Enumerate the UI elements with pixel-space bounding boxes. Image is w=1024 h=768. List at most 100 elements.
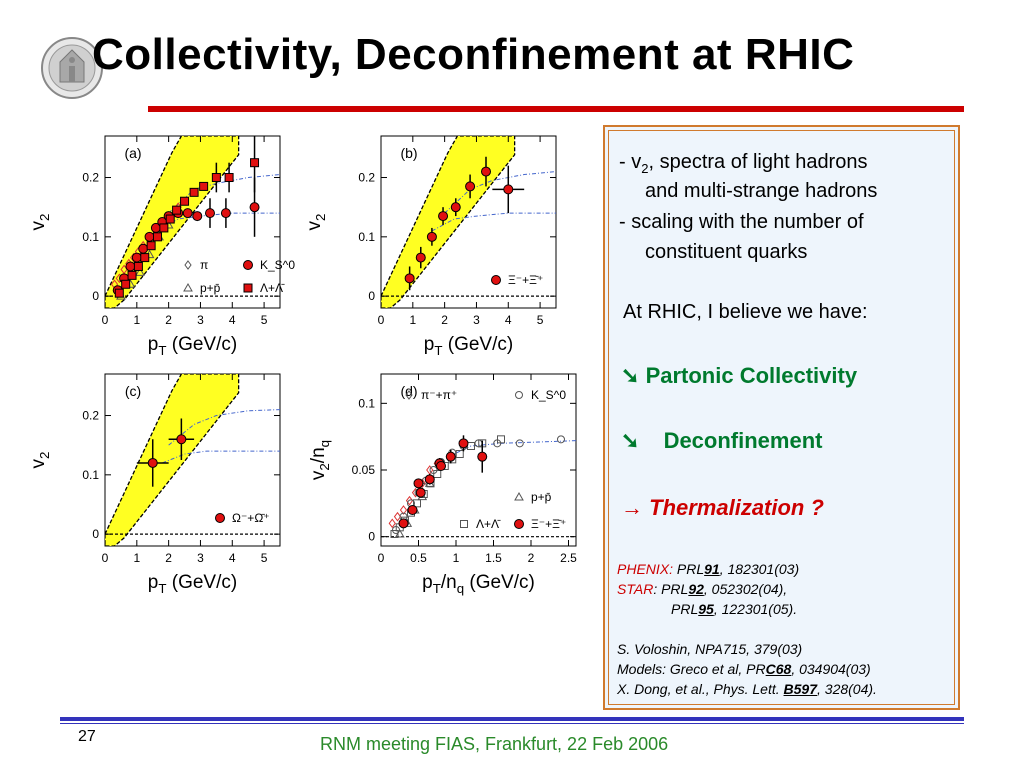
footer-rule-thin <box>60 723 964 724</box>
data-point <box>176 434 187 445</box>
belief-statement: At RHIC, I believe we have: <box>623 301 868 323</box>
x-tick-label: 2.5 <box>560 551 577 565</box>
hydro-band <box>105 374 240 546</box>
x-tick-label: 0 <box>378 551 385 565</box>
panel-label: (b) <box>400 145 417 161</box>
data-point <box>455 450 464 458</box>
x-tick-label: 3 <box>197 313 204 327</box>
series <box>136 418 195 487</box>
series <box>404 156 525 291</box>
data-point <box>438 211 449 222</box>
legend-label: Ξ⁻+Ξ̄⁺ <box>531 517 566 531</box>
y-tick-label: 0 <box>368 530 375 544</box>
legend-label: π⁻+π⁺ <box>421 388 457 402</box>
x-tick-label: 0.5 <box>410 551 427 565</box>
x-axis-label: pT/nq (GeV/c) <box>422 572 535 596</box>
plot-area <box>381 435 576 538</box>
model-curve <box>431 212 556 232</box>
data-point <box>192 211 203 222</box>
y-tick-label: 0.1 <box>358 230 375 244</box>
y-tick-label: 0.2 <box>82 171 99 185</box>
x-tick-label: 4 <box>505 313 512 327</box>
legend-label: Ξ⁻+Ξ̄⁺ <box>508 273 543 287</box>
data-point <box>491 275 501 285</box>
data-point <box>140 253 150 263</box>
ref-dong: X. Dong, et al., Phys. Lett. B597, 328(0… <box>617 681 877 697</box>
bullet-v2-line1: - v2, spectra of light hadrons <box>619 151 868 176</box>
data-point <box>458 438 469 449</box>
data-point <box>557 435 565 444</box>
x-tick-label: 1.5 <box>485 551 502 565</box>
data-point <box>180 196 190 206</box>
summary-box: - v2, spectra of light hadrons and multi… <box>603 125 960 710</box>
footer-text: RNM meeting FIAS, Frankfurt, 22 Feb 2006 <box>320 734 669 754</box>
model-curve <box>162 450 280 464</box>
chart-panel-d: 0 0.5 1 1.5 2 2.500.050.1(d)pT/nq (GeV/c)v2/n… <box>308 373 577 596</box>
ref-star-2: PRL95, 122301(05). <box>671 601 798 617</box>
data-point <box>159 223 169 233</box>
data-point <box>131 252 142 263</box>
series <box>114 136 260 298</box>
data-point <box>515 391 523 399</box>
slide-title: Collectivity, Deconfinement at RHIC <box>92 30 855 79</box>
data-point <box>388 518 396 529</box>
x-axis-label: pT (GeV/c) <box>148 334 237 358</box>
x-tick-label: 4 <box>229 551 236 565</box>
data-point <box>450 202 461 213</box>
legend-label: Λ+Λ̄ <box>260 281 285 295</box>
y-tick-label: 0 <box>92 527 99 541</box>
data-point <box>138 243 149 254</box>
ref-star: STAR: PRL92, 052302(04), <box>617 581 788 597</box>
item-partonic-collectivity: ➘ Partonic Collectivity <box>621 363 858 388</box>
x-tick-label: 1 <box>133 551 140 565</box>
plot-area <box>105 374 280 546</box>
data-point <box>144 231 155 242</box>
bullet-scaling-line1: - scaling with the number of <box>619 211 864 233</box>
data-point <box>390 530 399 538</box>
y-axis-label: v2 <box>306 214 328 231</box>
data-point <box>503 184 514 195</box>
data-point <box>153 232 162 242</box>
data-point <box>220 208 231 219</box>
x-tick-label: 2 <box>165 551 172 565</box>
legend-label: π <box>200 258 208 272</box>
x-tick-label: 2 <box>528 551 535 565</box>
y-tick-label: 0.1 <box>82 230 99 244</box>
data-point <box>404 273 415 284</box>
y-tick-label: 0.2 <box>358 171 375 185</box>
data-point <box>147 457 158 468</box>
bullet-scaling-line2: constituent quarks <box>645 241 808 263</box>
title-underline <box>148 106 964 112</box>
data-point <box>398 518 409 529</box>
series <box>413 461 446 489</box>
data-point <box>243 283 253 293</box>
model-curve <box>444 171 556 214</box>
x-tick-label: 5 <box>261 313 268 327</box>
data-point <box>224 173 234 183</box>
x-tick-label: 4 <box>229 313 236 327</box>
x-tick-label: 5 <box>261 551 268 565</box>
data-point <box>393 511 402 522</box>
legend-label: K_S^0 <box>260 258 295 272</box>
data-point <box>415 487 426 498</box>
bullet-v2-line2: and multi-strange hadrons <box>645 180 878 202</box>
x-axis-label: pT (GeV/c) <box>148 572 237 596</box>
arrow-down-right-icon: ➘ <box>621 428 640 453</box>
x-tick-label: 2 <box>441 313 448 327</box>
data-point <box>199 181 209 191</box>
data-point <box>211 173 221 183</box>
data-point <box>250 158 260 168</box>
footer-rule <box>60 717 964 721</box>
x-tick-label: 3 <box>473 313 480 327</box>
ref-voloshin: S. Voloshin, NPA715, 379(03) <box>617 641 803 657</box>
y-tick-label: 0.2 <box>82 409 99 423</box>
x-tick-label: 1 <box>453 551 460 565</box>
panel-label: (a) <box>124 145 141 161</box>
data-point <box>125 261 136 272</box>
x-tick-label: 2 <box>165 313 172 327</box>
data-point <box>424 474 435 485</box>
data-point <box>183 282 193 292</box>
data-point <box>184 260 192 270</box>
data-point <box>172 205 182 215</box>
data-point <box>146 241 156 251</box>
